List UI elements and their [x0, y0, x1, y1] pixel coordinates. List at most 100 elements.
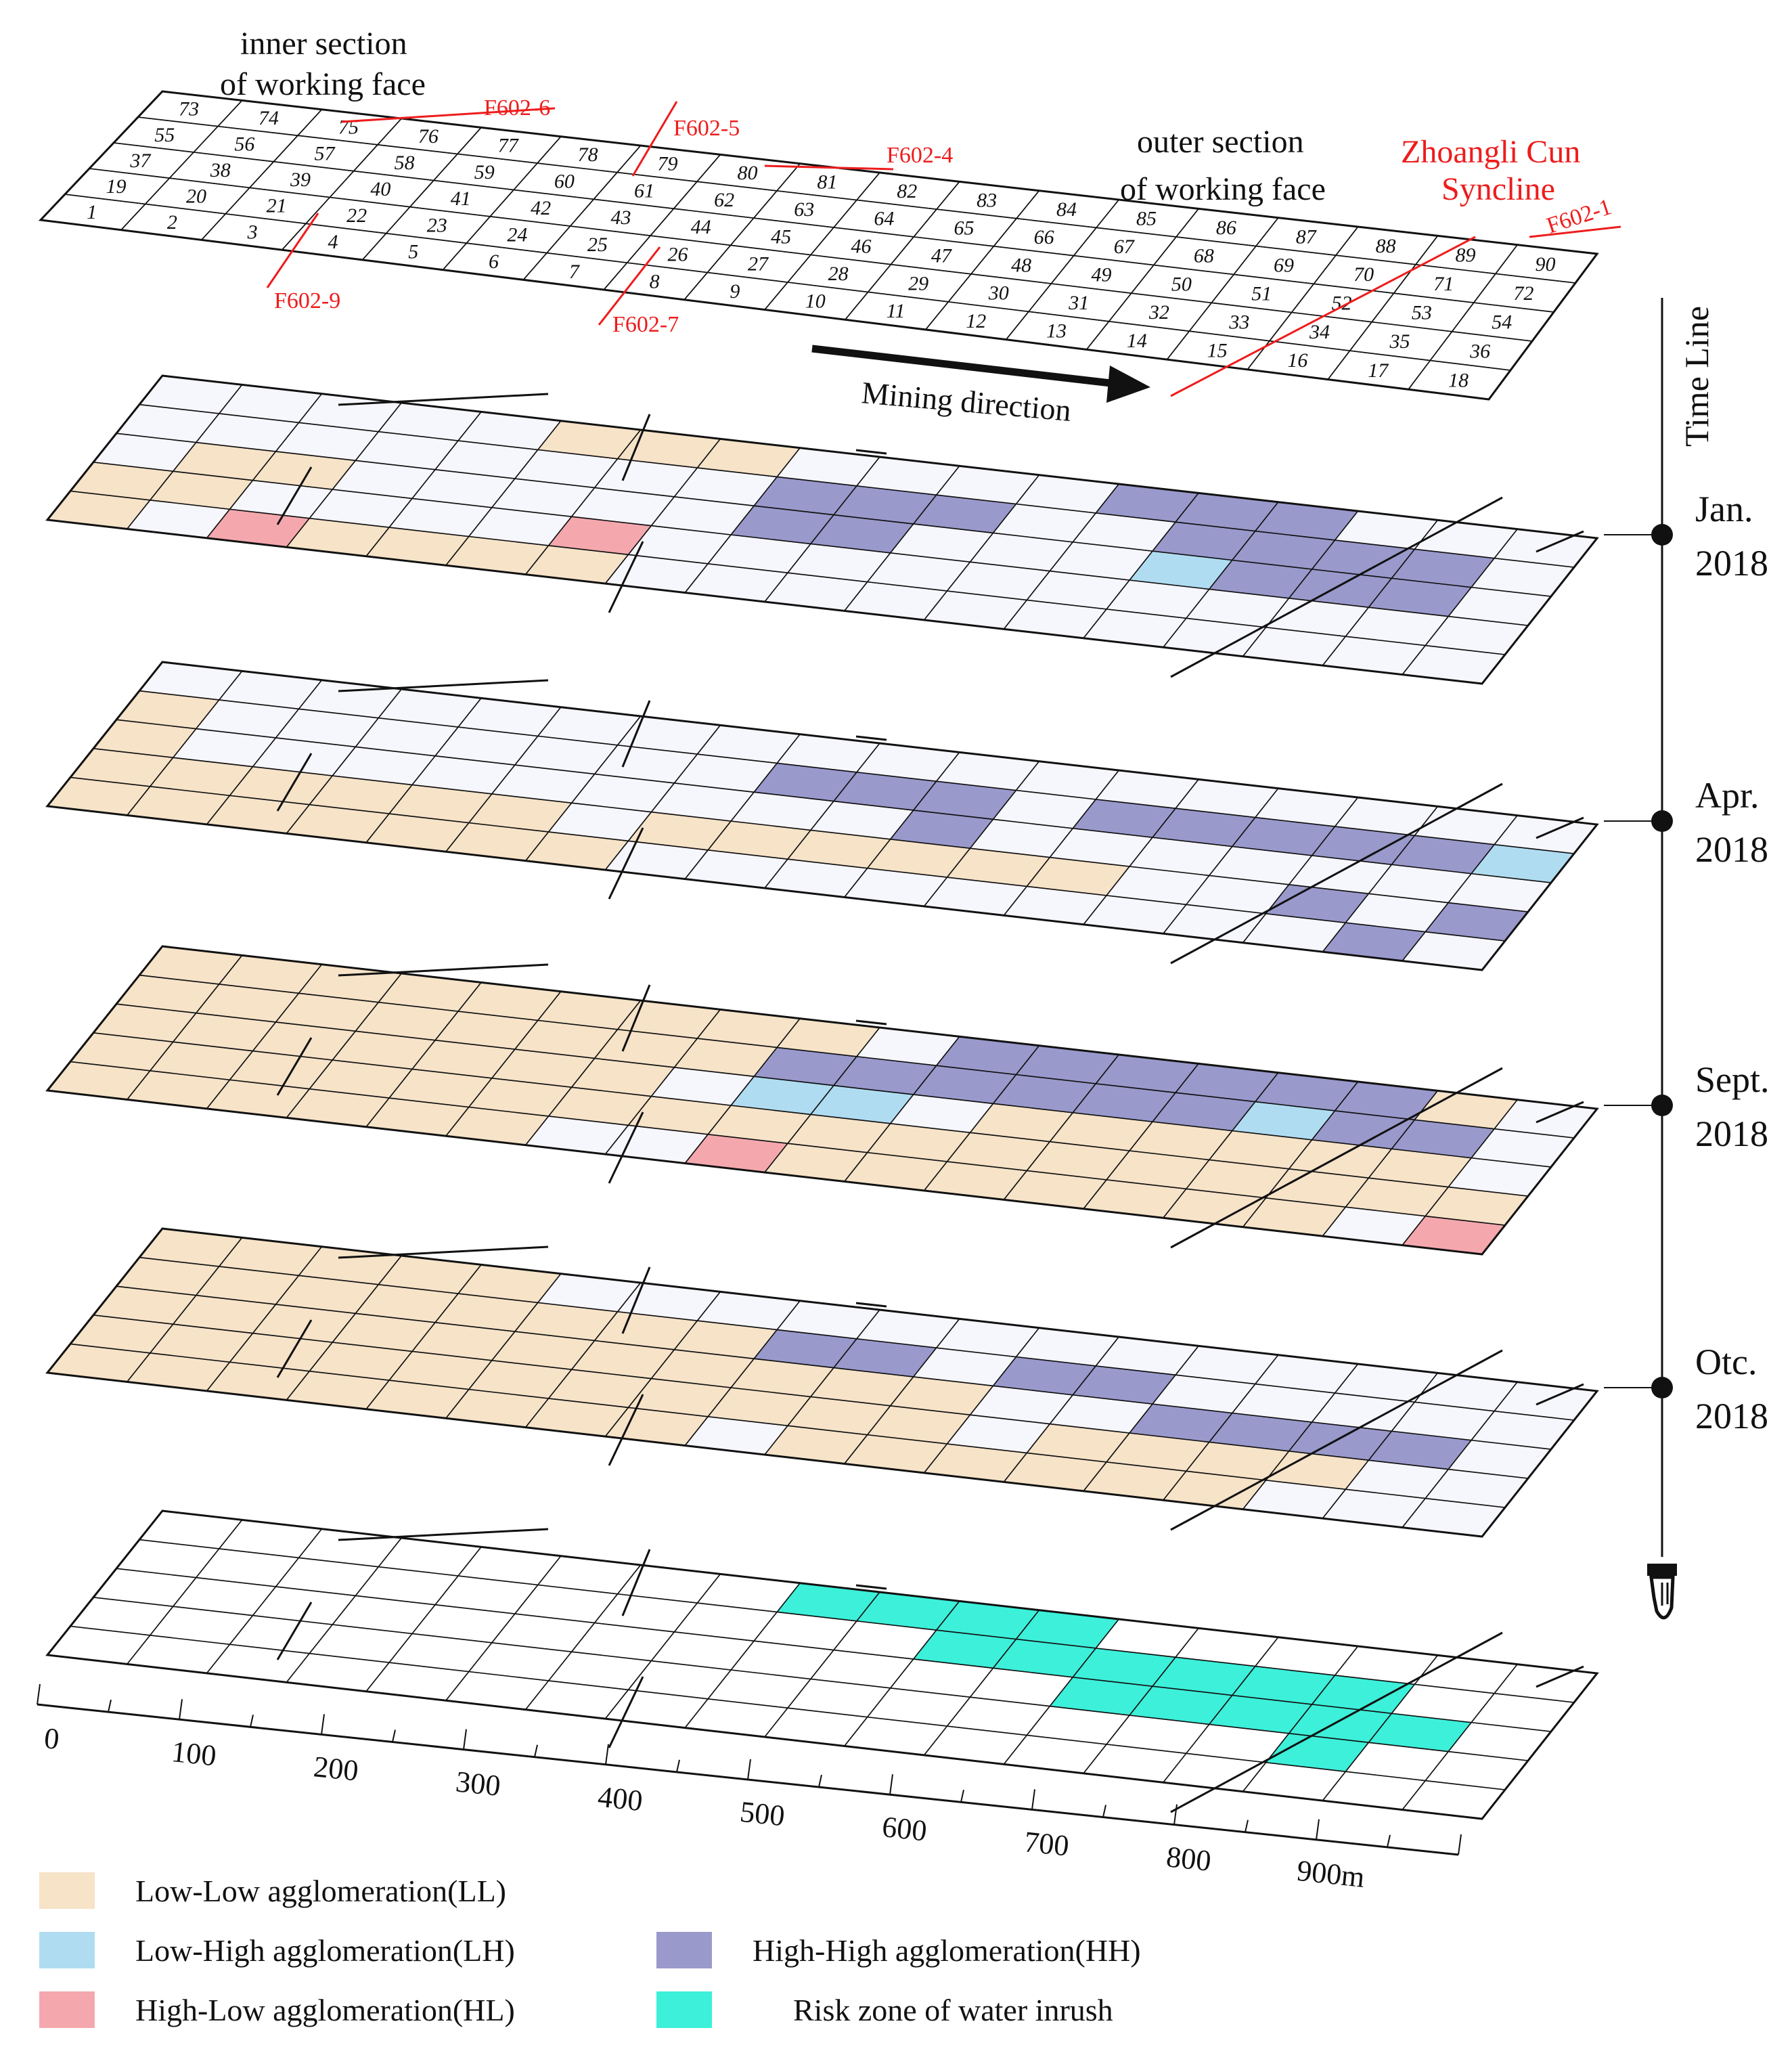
- axis-tick-label: 900m: [1295, 1854, 1366, 1894]
- legend-swatch-ll: [39, 1872, 95, 1909]
- cell-number: 15: [1207, 340, 1228, 362]
- cell-number: 4: [328, 231, 338, 253]
- fault-label: F602-4: [887, 143, 953, 168]
- cell-number: 27: [748, 253, 769, 275]
- cell-number: 61: [634, 179, 654, 202]
- cell-number: 3: [247, 221, 258, 243]
- legend-item-hl: High-Low agglomeration(HL): [39, 1991, 515, 2028]
- axis-tick-label: 100: [170, 1735, 218, 1773]
- cell-number: 6: [489, 250, 499, 273]
- axis-tick: [1316, 1819, 1320, 1840]
- axis-tick: [179, 1699, 183, 1720]
- grid-outline: [38, 90, 1599, 401]
- cell-number: 55: [154, 124, 175, 146]
- cell-number: 68: [1194, 245, 1214, 267]
- cell-number: 39: [290, 169, 311, 191]
- cell-number: 1: [87, 201, 97, 223]
- legend-swatch-hl: [39, 1991, 95, 2028]
- cell-number: 37: [129, 150, 152, 172]
- cell-number: 72: [1513, 282, 1533, 305]
- axis-tick: [463, 1729, 467, 1750]
- fault-line: [1536, 530, 1584, 553]
- timeline-month: Apr.: [1695, 775, 1760, 816]
- cell-number: 66: [1034, 226, 1054, 248]
- fault-line: [621, 1549, 651, 1616]
- axis-tick: [1173, 1804, 1178, 1825]
- cell-number: 69: [1274, 254, 1294, 276]
- cell-number: 62: [714, 189, 734, 211]
- cell-number: 53: [1412, 302, 1432, 324]
- cell-number: 42: [531, 197, 551, 219]
- fault-label: F602-7: [612, 312, 679, 337]
- cell-number: 24: [507, 224, 527, 246]
- cell-number: 58: [395, 152, 415, 174]
- axis-tick-label: 700: [1023, 1825, 1071, 1863]
- fault-line-red: [1529, 225, 1621, 238]
- fault-line-red: [764, 164, 894, 171]
- timeline: Time Line: [1647, 298, 1716, 1620]
- fault-line: [608, 1676, 644, 1748]
- fault-line: [621, 700, 651, 768]
- cell-number: 11: [887, 300, 905, 322]
- cell-number: 83: [977, 190, 997, 212]
- cell-number: 23: [427, 214, 447, 236]
- fault-line-red: [266, 213, 319, 288]
- fault-line: [855, 449, 887, 455]
- cell-number: 81: [817, 171, 837, 194]
- layer-5: [45, 1509, 1599, 1820]
- cell-number: 41: [451, 188, 471, 210]
- axis-tick-label: 0: [43, 1721, 61, 1756]
- cell-number: 34: [1309, 321, 1330, 343]
- fault-line: [276, 1602, 313, 1660]
- cell-number: 2: [167, 211, 177, 234]
- axis-tick: [960, 1790, 964, 1803]
- legend-swatch-lh: [39, 1932, 95, 1968]
- fault-line: [338, 679, 549, 692]
- fault-line-red: [598, 246, 661, 326]
- cell-number: 31: [1068, 292, 1089, 314]
- hand-pointer-icon: [1647, 1564, 1677, 1620]
- fault-line: [338, 1245, 549, 1259]
- mining-direction-label: Mining direction: [860, 375, 1073, 428]
- legend-label-lh: Low-High agglomeration(LH): [135, 1933, 515, 1968]
- fault-line: [621, 984, 651, 1052]
- cell-number: 7: [569, 261, 581, 283]
- fault-line: [338, 1528, 549, 1541]
- legend-label-risk: Risk zone of water inrush: [793, 1992, 1113, 2027]
- cell-number: 38: [210, 159, 231, 181]
- cell-number: 79: [658, 153, 678, 175]
- axis-tick: [818, 1774, 822, 1788]
- cell-number: 46: [851, 235, 871, 257]
- cell-number: 35: [1389, 330, 1410, 353]
- fault-line: [608, 1111, 644, 1184]
- fault-line: [608, 541, 644, 613]
- fault-label: F602-9: [274, 288, 340, 313]
- timeline-year: 2018: [1695, 1113, 1768, 1154]
- fault-line: [1536, 1101, 1584, 1124]
- fault-line-red: [341, 107, 556, 123]
- mining-direction-arrow: [811, 345, 1150, 403]
- syncline-label: Zhoangli Cun: [1401, 134, 1580, 170]
- axis-tick: [1245, 1820, 1249, 1832]
- fault-line-red: [631, 101, 678, 177]
- fault-line: [1170, 496, 1503, 678]
- grid-layers: Jan. 2018 Apr. 2018 Sept. 2018 Otc. 2018: [45, 374, 1770, 1820]
- grid-outline: [45, 374, 1599, 685]
- cell-number: 18: [1448, 369, 1469, 391]
- cell-number: 59: [474, 161, 495, 183]
- legend-item-hh: High-High agglomeration(HH): [656, 1932, 1141, 1968]
- cell-number: 33: [1228, 311, 1249, 334]
- axis-tick: [321, 1714, 325, 1735]
- grid-outline: [45, 1509, 1599, 1820]
- legend-item-ll: Low-Low agglomeration(LL): [39, 1872, 506, 1909]
- fault-line: [855, 1019, 887, 1026]
- axis-tick-label: 300: [454, 1765, 502, 1803]
- cell-number: 56: [234, 133, 254, 156]
- fault-line: [608, 1394, 644, 1466]
- cell-number: 90: [1535, 253, 1555, 275]
- inner-section-label-2: of working face: [220, 66, 426, 102]
- cell-number: 8: [650, 270, 660, 292]
- axis-tick: [1387, 1834, 1391, 1848]
